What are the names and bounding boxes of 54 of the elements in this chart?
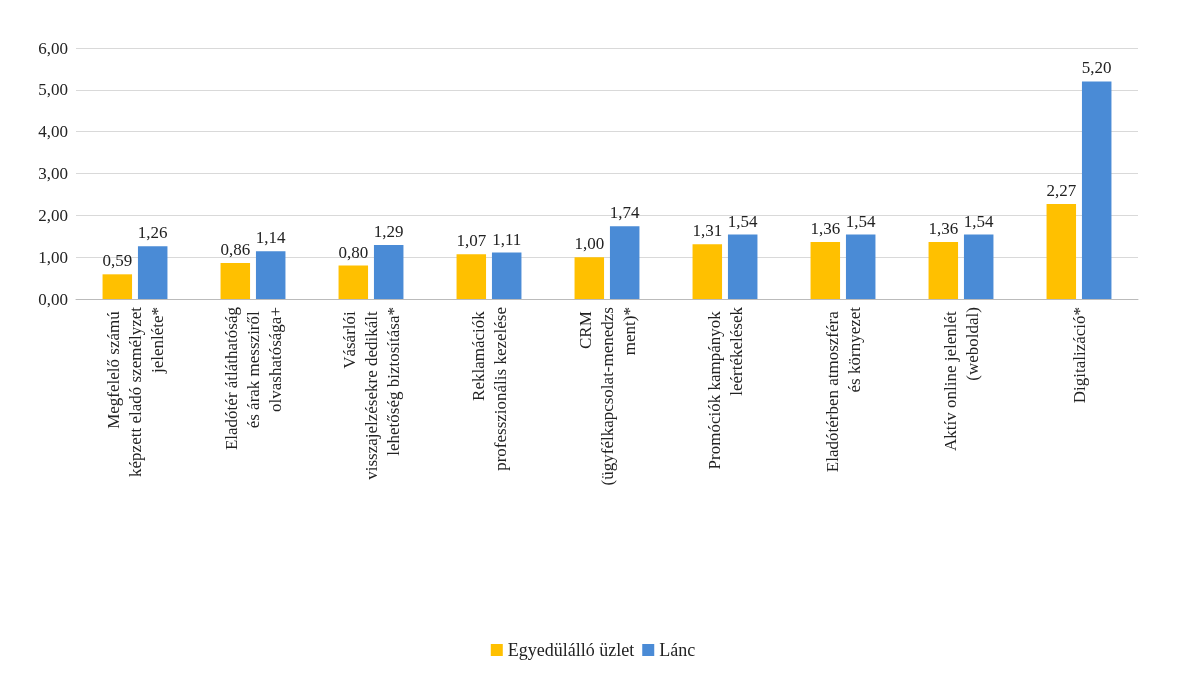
legend-label: Lánc: [659, 640, 696, 660]
bar: [1081, 81, 1112, 299]
bar: [137, 246, 168, 299]
bar: [1046, 204, 1077, 299]
bar: [491, 252, 522, 299]
bar: [456, 254, 487, 299]
bar: [102, 274, 133, 299]
y-tick-label: 6,00: [38, 38, 68, 58]
bar: [373, 245, 404, 299]
data-label: 1,00: [574, 234, 605, 254]
data-label: 0,86: [220, 240, 251, 260]
y-tick-label: 1,00: [38, 247, 68, 267]
x-tick-label: Reklamációk professzionális kezelése: [468, 307, 510, 471]
x-tick-label: Digitalizáció*: [1069, 307, 1089, 404]
data-label: 1,26: [137, 223, 168, 243]
x-tick-label: Vásárlói visszajelzésekre dedikált lehetőség biztosítása*: [339, 307, 403, 480]
data-label: 5,20: [1081, 58, 1112, 78]
data-label: 2,27: [1046, 181, 1077, 201]
data-label: 1,54: [845, 211, 877, 231]
bar: [810, 242, 841, 299]
bar: [928, 242, 959, 299]
data-label: 1,54: [963, 211, 995, 231]
data-label: 1,36: [810, 219, 841, 239]
y-tick-label: 4,00: [38, 122, 68, 142]
data-label: 1,54: [727, 211, 759, 231]
bar: [963, 234, 994, 299]
bar: [338, 265, 369, 299]
bar: [692, 244, 723, 299]
x-tick-label: Eladótérben atmoszféra és környezet: [822, 306, 864, 473]
x-tick-label: Eladótér átláthatóság és árak messziről olvashatósága+: [221, 306, 285, 451]
x-tick-label: CRM (ügyfélkapcsolat-menedzsment)*: [575, 307, 639, 486]
data-label: 0,59: [102, 251, 133, 271]
x-tick-label: Megfelelő számú képzett eladó személyzet jelenléte*: [103, 306, 167, 477]
data-label: 1,36: [928, 219, 959, 239]
x-tick-label: Aktív online jelenlét (weboldal): [940, 307, 982, 451]
bar: [255, 251, 286, 299]
data-label: 1,11: [492, 229, 522, 249]
data-label: 1,29: [373, 222, 404, 242]
y-tick-label: 2,00: [38, 205, 68, 225]
y-tick-label: 3,00: [38, 164, 68, 183]
y-tick-label: 5,00: [38, 80, 68, 100]
bar: [845, 234, 876, 299]
legend-label: Egyedülálló üzlet: [507, 640, 635, 660]
bar: [220, 263, 251, 299]
data-label: 1,74: [609, 203, 641, 223]
x-tick-label: Promóciók kampányok leértékelések: [704, 306, 746, 470]
data-label: 1,07: [456, 231, 487, 251]
data-label: 0,80: [338, 242, 369, 262]
bar: [609, 226, 640, 299]
data-label: 1,14: [255, 228, 287, 248]
y-tick-label: 0,00: [38, 289, 68, 309]
bar: [727, 234, 758, 299]
bar: [574, 257, 605, 299]
data-label: 1,31: [692, 221, 723, 241]
